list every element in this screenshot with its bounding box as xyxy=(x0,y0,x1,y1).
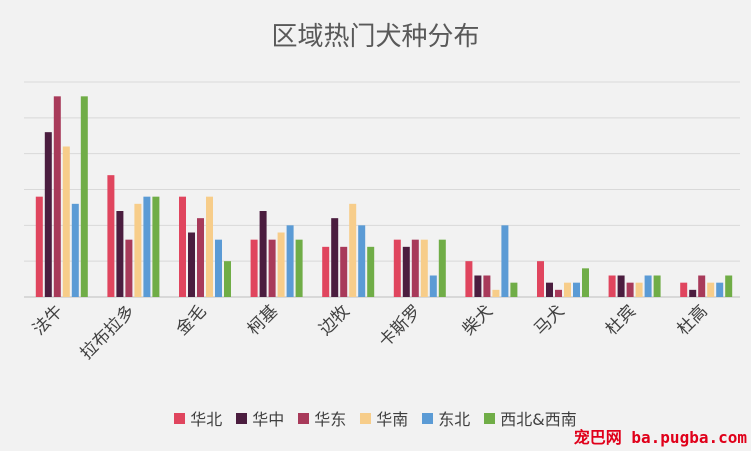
bar-华中-柯基 xyxy=(259,211,267,297)
bar-西北&西南-边牧 xyxy=(367,246,375,297)
bar-华中-柴犬 xyxy=(474,275,482,297)
legend-swatch xyxy=(484,412,496,424)
bar-东北-法牛 xyxy=(71,203,79,297)
bar-华北-柯基 xyxy=(250,239,258,297)
bar-华南-边牧 xyxy=(349,203,357,297)
bar-华南-柯基 xyxy=(277,232,285,297)
legend-item: 华中 xyxy=(236,406,284,430)
bar-东北-马犬 xyxy=(573,282,580,297)
bar-华南-法牛 xyxy=(62,146,70,297)
legend-swatch xyxy=(236,412,248,424)
legend-label: 华东 xyxy=(314,410,347,429)
bar-西北&西南-杜宾 xyxy=(653,275,661,297)
bar-东北-卡斯罗 xyxy=(429,275,437,297)
x-tick-label: 杜高 xyxy=(674,301,712,339)
legend-swatch xyxy=(360,412,372,424)
bar-西北&西南-法牛 xyxy=(80,96,88,297)
bar-华东-柴犬 xyxy=(483,275,491,297)
bar-西北&西南-杜高 xyxy=(725,275,733,297)
bar-华北-杜高 xyxy=(680,282,688,297)
bar-华北-杜宾 xyxy=(608,275,616,297)
bar-东北-杜宾 xyxy=(644,275,652,297)
bar-华南-柴犬 xyxy=(492,289,500,297)
legend-item: 华南 xyxy=(360,406,408,430)
bar-华北-卡斯罗 xyxy=(393,239,401,297)
bar-华东-金毛 xyxy=(197,218,204,297)
x-tick-label: 杜宾 xyxy=(602,301,640,339)
bar-华东-杜高 xyxy=(698,275,706,297)
bar-华南-马犬 xyxy=(564,282,571,297)
bar-华北-马犬 xyxy=(537,261,544,297)
x-tick-label: 法牛 xyxy=(29,301,67,339)
chart-title: 区域热门犬种分布 xyxy=(271,22,480,52)
bar-华东-杜宾 xyxy=(626,282,634,297)
bar-华东-拉布拉多 xyxy=(125,239,133,297)
bar-西北&西南-柴犬 xyxy=(510,282,518,297)
bar-华南-金毛 xyxy=(206,196,213,297)
bar-华北-拉布拉多 xyxy=(107,175,115,297)
legend: 华北 华中 华东 华南 东北 西北&西南 xyxy=(0,406,751,430)
bar-东北-金毛 xyxy=(215,239,222,297)
x-tick-label: 边牧 xyxy=(316,301,354,339)
legend-swatch xyxy=(174,412,186,424)
x-tick-label: 柴犬 xyxy=(459,301,497,339)
bar-西北&西南-卡斯罗 xyxy=(438,239,446,297)
bar-东北-柯基 xyxy=(286,225,294,297)
bar-西北&西南-拉布拉多 xyxy=(152,196,160,297)
legend-item: 西北&西南 xyxy=(484,406,577,430)
bar-华中-杜宾 xyxy=(617,275,625,297)
bar-华南-卡斯罗 xyxy=(420,239,428,297)
legend-swatch xyxy=(422,412,434,424)
bar-华东-马犬 xyxy=(555,289,562,297)
legend-label: 华南 xyxy=(376,410,409,429)
x-tick-label: 柯基 xyxy=(244,301,282,339)
bar-西北&西南-马犬 xyxy=(582,268,589,297)
bar-西北&西南-柯基 xyxy=(295,239,303,297)
x-tick-label: 卡斯罗 xyxy=(375,301,425,351)
legend-item: 华北 xyxy=(174,406,222,430)
bar-华中-卡斯罗 xyxy=(402,246,410,297)
x-tick-label: 金毛 xyxy=(172,301,210,339)
bar-东北-柴犬 xyxy=(501,225,509,297)
bar-华中-拉布拉多 xyxy=(116,211,124,297)
legend-label: 华北 xyxy=(190,410,223,429)
bar-东北-拉布拉多 xyxy=(143,196,151,297)
bar-东北-杜高 xyxy=(716,282,724,297)
legend-item: 华东 xyxy=(298,406,346,430)
bar-华东-法牛 xyxy=(53,96,61,297)
bar-华北-金毛 xyxy=(179,196,186,297)
bar-华中-边牧 xyxy=(331,218,339,297)
x-tick-label: 马犬 xyxy=(530,301,568,339)
bar-华中-杜高 xyxy=(689,289,697,297)
bar-华中-金毛 xyxy=(188,232,195,297)
legend-label: 东北 xyxy=(438,410,471,429)
bar-东北-边牧 xyxy=(358,225,366,297)
watermark: 宠巴网 ba.pugba.com xyxy=(573,428,747,447)
bar-华北-边牧 xyxy=(322,246,330,297)
bar-华北-柴犬 xyxy=(465,261,473,297)
x-tick-label: 拉布拉多 xyxy=(77,301,139,363)
legend-item: 东北 xyxy=(422,406,470,430)
legend-label: 西北&西南 xyxy=(500,410,577,429)
bar-华南-杜高 xyxy=(707,282,715,297)
bar-华中-法牛 xyxy=(44,132,52,297)
bar-华南-拉布拉多 xyxy=(134,203,142,297)
legend-label: 华中 xyxy=(252,410,285,429)
bar-华东-柯基 xyxy=(268,239,276,297)
bar-华东-卡斯罗 xyxy=(411,239,419,297)
bar-华北-法牛 xyxy=(35,196,43,297)
legend-swatch xyxy=(298,412,310,424)
bar-华南-杜宾 xyxy=(635,282,643,297)
bar-华中-马犬 xyxy=(546,282,553,297)
bar-华东-边牧 xyxy=(340,246,348,297)
bar-西北&西南-金毛 xyxy=(224,261,231,297)
